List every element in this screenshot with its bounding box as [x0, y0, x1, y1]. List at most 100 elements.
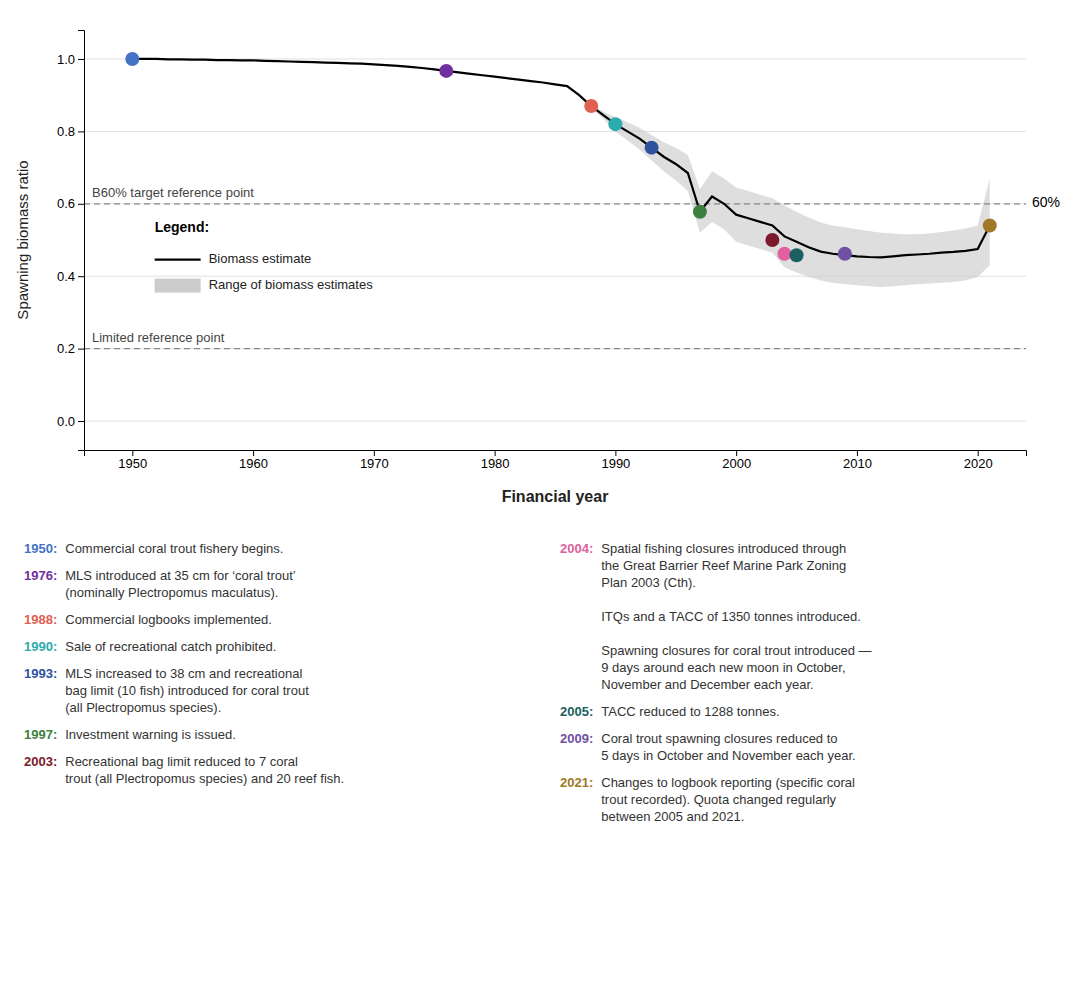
x-tick-label: 2000: [722, 456, 751, 471]
dot: [765, 233, 779, 247]
range-band: [132, 59, 989, 287]
annotation-line: 5 days in October and November each year…: [601, 748, 855, 763]
dot: [125, 52, 139, 66]
dot: [645, 141, 659, 155]
y-tick: 0.6: [57, 196, 84, 211]
annotation-text: Commercial coral trout fishery begins.: [65, 541, 283, 556]
annotation-line: bag limit (10 fish) introduced for coral…: [65, 683, 309, 698]
x-tick-mark: [736, 450, 737, 456]
annotation-line: (nominally Plectropomus maculatus).: [65, 585, 278, 600]
x-tick: 1950: [118, 450, 147, 471]
line: [132, 59, 989, 257]
annotation-text: Changes to logbook reporting (specific c…: [601, 775, 855, 824]
grid-line: [84, 421, 1026, 422]
dot: [777, 247, 791, 261]
y-tick-label: 0.8: [57, 124, 75, 139]
annotation-line: 9 days around each new moon in October,: [601, 660, 845, 675]
grid-line: [84, 131, 1026, 132]
annotation-label: 1997:: [24, 727, 57, 742]
annotation-line: Investment warning is issued.: [65, 727, 236, 742]
legend-item: Range of biomass estimates: [155, 277, 374, 293]
annotation-line: (all Plectropomus species).: [65, 700, 221, 715]
x-tick-mark: [857, 450, 858, 456]
chart-svg: 195019601970198019902000201020200.00.20.…: [0, 0, 1090, 1000]
y-tick-mark: [78, 59, 84, 60]
x-tick-label: 1950: [118, 456, 147, 471]
annotation-line: Coral trout spawning closures reduced to: [601, 731, 837, 746]
annotation-text: MLS increased to 38 cm and recreationalb…: [65, 666, 309, 715]
y-axis-title: Spawning biomass ratio: [14, 160, 31, 319]
annotation-label: 2009:: [560, 731, 593, 746]
y-tick-mark: [78, 276, 84, 277]
y-tick-mark: [78, 204, 84, 205]
annotation-text: Spatial fishing closures introduced thro…: [601, 541, 871, 692]
legend-title: Legend:: [155, 219, 209, 235]
annotation-line: Plan 2003 (Cth).: [601, 575, 696, 590]
annotation-label: 1988:: [24, 612, 57, 627]
y-tick: 0.4: [57, 269, 84, 284]
annotation-line: between 2005 and 2021.: [601, 809, 744, 824]
x-tick: 2020: [964, 450, 993, 471]
dot: [693, 205, 707, 219]
annotation-line: Commercial coral trout fishery begins.: [65, 541, 283, 556]
annotation-label: 1976:: [24, 568, 57, 583]
annotation: 2021:Changes to logbook reporting (speci…: [560, 775, 855, 824]
annotations: 1950: Commercial coral trout fishery begi…: [24, 541, 872, 824]
annotation-line: Changes to logbook reporting (specific c…: [601, 775, 855, 790]
dot: [608, 117, 622, 131]
annotation-label: 2005:: [560, 704, 593, 719]
annotation-text: Recreational bag limit reduced to 7 cora…: [65, 754, 344, 786]
annotation: 1997: Investment warning is issued.: [24, 727, 236, 742]
x-axis-title: Financial year: [502, 488, 609, 505]
x-tick-mark: [132, 450, 133, 456]
annotation-text: TACC reduced to 1288 tonnes.: [601, 704, 779, 719]
legend-item: Biomass estimate: [155, 251, 312, 266]
grid: [84, 59, 1026, 421]
dot: [790, 248, 804, 262]
dot: [983, 219, 997, 233]
x-tick: 2010: [843, 450, 872, 471]
x-tick-mark: [253, 450, 254, 456]
annotation: 2003: Recreational bag limit reduced to 7…: [24, 754, 344, 786]
legend: Legend: Biomass estimate Range of biomass …: [155, 219, 374, 293]
legend-label: Range of biomass estimates: [209, 277, 374, 292]
annotation-label: 2003:: [24, 754, 57, 769]
y-tick-label: 1.0: [57, 52, 75, 67]
grid-line: [84, 348, 1026, 349]
annotation-text: Investment warning is issued.: [65, 727, 236, 742]
annotation-line: Spawning closures for coral trout introd…: [601, 643, 871, 658]
annotation-line: TACC reduced to 1288 tonnes.: [601, 704, 779, 719]
annotation-line: ITQs and a TACC of 1350 tonnes introduce…: [601, 609, 861, 624]
x-tick: 2000: [722, 450, 751, 471]
annotation: 2005: TACC reduced to 1288 tonnes.: [560, 704, 780, 719]
x-tick: 1970: [360, 450, 389, 471]
reference-labels: B60% target reference point60%Limited re…: [92, 185, 1060, 345]
x-axis-line: [85, 451, 1027, 457]
y-axis: 0.00.20.40.60.81.0: [57, 31, 85, 451]
annotation-label: 2004:: [560, 541, 593, 556]
x-tick: 1960: [239, 450, 268, 471]
x-tick-mark: [615, 450, 616, 456]
legend-swatch: [155, 259, 201, 261]
x-tick-label: 1990: [601, 456, 630, 471]
x-tick: 1980: [481, 450, 510, 471]
annotation-line: MLS introduced at 35 cm for ‘coral trout…: [65, 568, 296, 583]
dot: [439, 64, 453, 78]
annotation-label: 1950:: [24, 541, 57, 556]
annotation-line: trout (all Plectropomus species) and 20 …: [65, 771, 344, 786]
annotation: 2009: Coral trout spawning closures reduc…: [560, 731, 856, 763]
x-tick: 1990: [601, 450, 630, 471]
annotation-line: the Great Barrier Reef Marine Park Zonin…: [601, 558, 846, 573]
y-tick-label: 0.2: [57, 341, 75, 356]
annotation-text: Coral trout spawning closures reduced to…: [601, 731, 855, 763]
annotation-line: November and December each year.: [601, 677, 813, 692]
grid-line: [84, 203, 1026, 204]
y-tick-label: 0.6: [57, 196, 75, 211]
reference-label: B60% target reference point: [92, 185, 254, 200]
x-tick-mark: [495, 450, 496, 456]
annotation-text: MLS introduced at 35 cm for ‘coral trout…: [65, 568, 296, 600]
reference-line: [84, 203, 1026, 204]
x-tick-mark: [978, 450, 979, 456]
reference-label: Limited reference point: [92, 330, 225, 345]
x-tick-label: 1960: [239, 456, 268, 471]
